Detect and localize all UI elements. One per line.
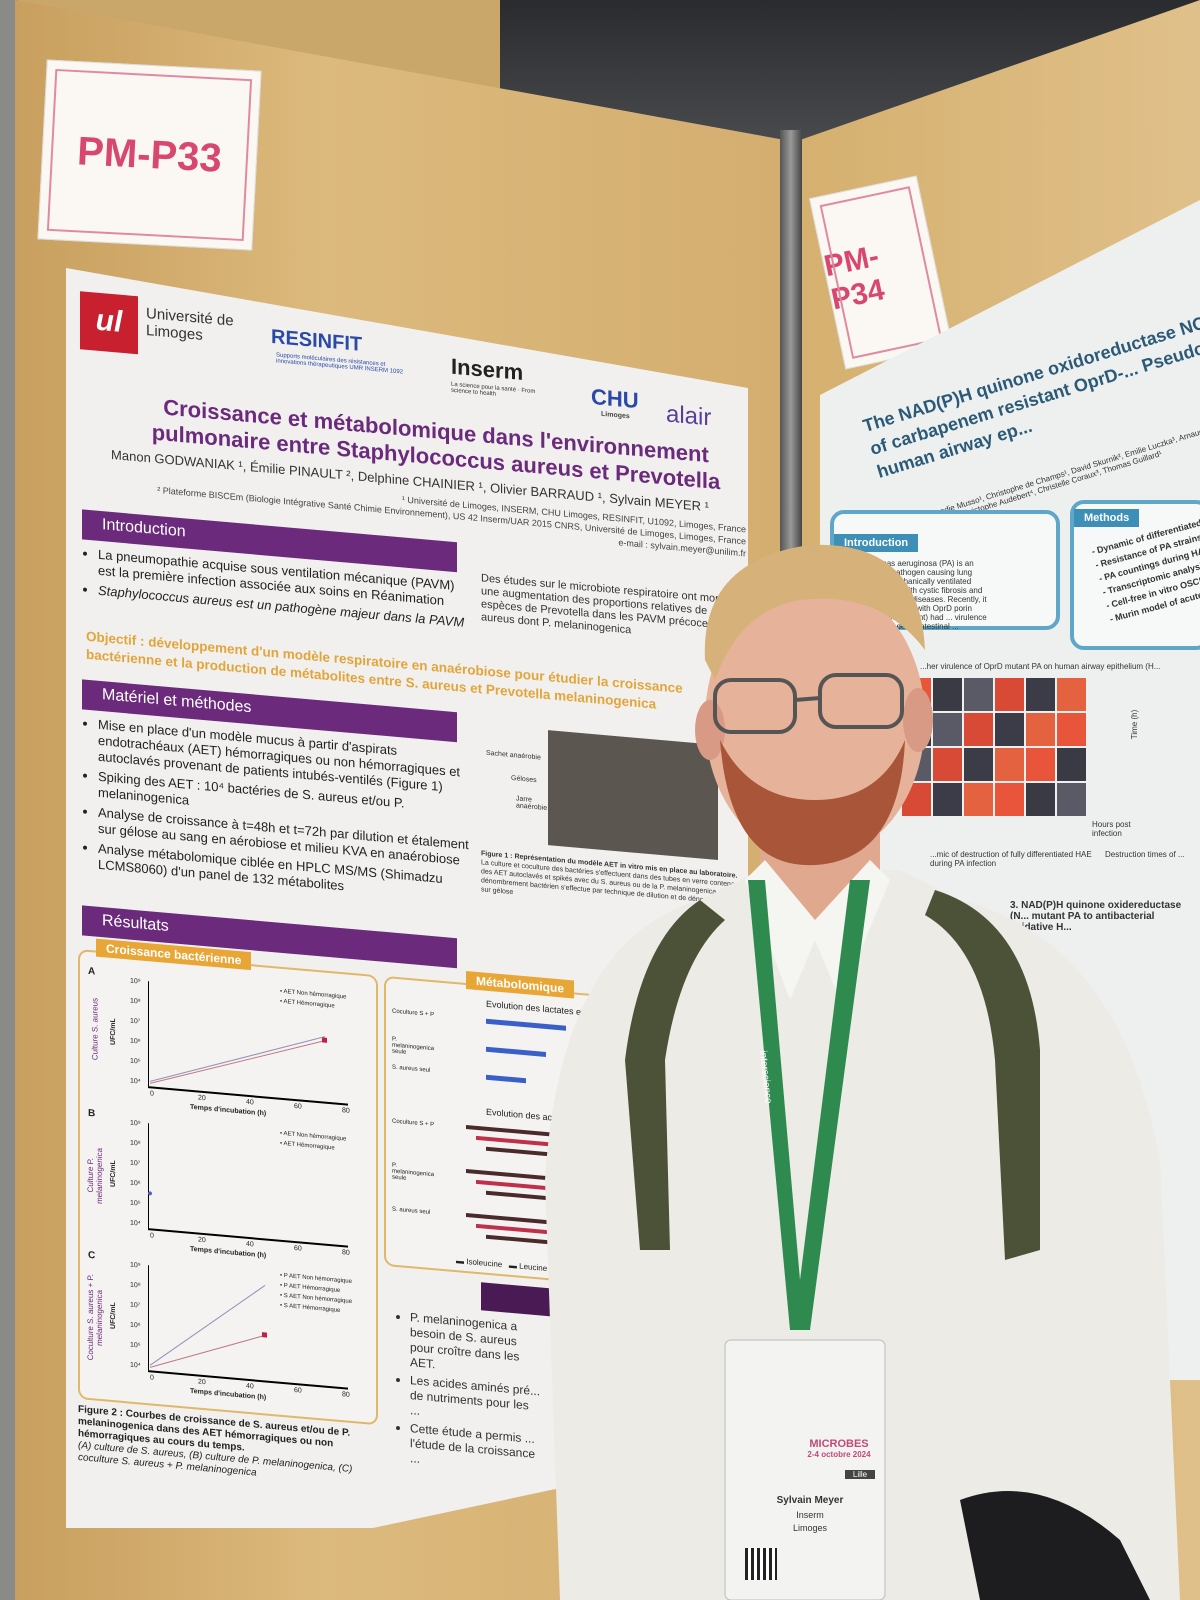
heatmap-cell <box>995 713 1024 746</box>
growth-results-box: Croissance bactérienne A Culture S. aureu… <box>78 938 378 1426</box>
badge-org-city: Limoges <box>792 1523 828 1533</box>
methods-box: Methods <box>1070 500 1200 650</box>
heatmap-cell <box>1026 783 1055 816</box>
ear-right <box>903 688 933 752</box>
heatmap-cell <box>964 678 993 711</box>
methods-header: Methods <box>1074 509 1140 527</box>
heatmap-cell <box>1026 678 1055 711</box>
series-line <box>149 1334 266 1368</box>
heatmap-cell <box>995 783 1024 816</box>
data-point <box>148 1191 152 1196</box>
heatmap-cell <box>995 678 1024 711</box>
heatmap-cell <box>1026 713 1055 746</box>
badge-name: Sylvain Meyer <box>776 1495 844 1506</box>
sleeve-dark <box>960 1491 1150 1600</box>
heatmap-title: ...her virulence of OprD mutant PA on hu… <box>920 662 1161 671</box>
heatmap-cell <box>964 783 993 816</box>
intro-header: Introduction <box>834 534 919 552</box>
heatmap-cell <box>1057 783 1086 816</box>
growth-chart-B: B Culture P. melaninogenica UFC/mL 10⁹ 10⁸ 10… <box>80 1107 376 1275</box>
ear-left <box>695 700 725 760</box>
section-3-title: 3. NAD(P)H quinone oxidereductase (N... … <box>1010 900 1182 933</box>
series-line <box>149 1284 266 1366</box>
heatmap-cell <box>933 748 962 781</box>
heatmap-cell <box>933 783 962 816</box>
board-frame <box>0 0 18 1600</box>
heatmap-caption: ...mic of destruction of fully different… <box>930 850 1092 868</box>
beard <box>720 740 905 866</box>
heatmap-cell <box>933 713 962 746</box>
heatmap-cell <box>964 713 993 746</box>
series-line <box>149 1036 326 1082</box>
heatmap-cell <box>1057 713 1086 746</box>
data-point <box>262 1332 267 1338</box>
heatmap-cell <box>964 748 993 781</box>
heatmap-cell <box>1057 748 1086 781</box>
growth-chart-A: A Culture S. aureus UFC/mL 10⁹ 10⁸ 10⁷ 10⁶ 10⁵ 1… <box>80 965 376 1133</box>
backpack-strap-left <box>625 900 725 1250</box>
heatmap-cell <box>995 748 1024 781</box>
heatmap-cell <box>1026 748 1055 781</box>
growth-chart-C: C Coculture S. aureus + P. melaninogenica… <box>80 1249 376 1417</box>
badge-city-logo: Lille <box>845 1470 875 1479</box>
badge-holder <box>724 1339 886 1600</box>
glasses <box>713 673 904 734</box>
destruction-label: Destruction times of ... <box>1105 850 1185 859</box>
data-point <box>322 1037 327 1043</box>
backpack-strap-right <box>925 890 1040 1260</box>
heatmap-cell <box>933 678 962 711</box>
lanyard <box>748 880 870 1330</box>
series-line <box>149 1040 326 1084</box>
badge-org: Inserm <box>796 1510 824 1520</box>
hair <box>704 544 925 680</box>
badge-qr-code <box>745 1548 777 1580</box>
hours-label: Hours post infection <box>1092 820 1131 838</box>
badge-event: MICROBES 2-4 octobre 2024 <box>807 1438 871 1459</box>
heatmap-cell <box>1057 678 1086 711</box>
